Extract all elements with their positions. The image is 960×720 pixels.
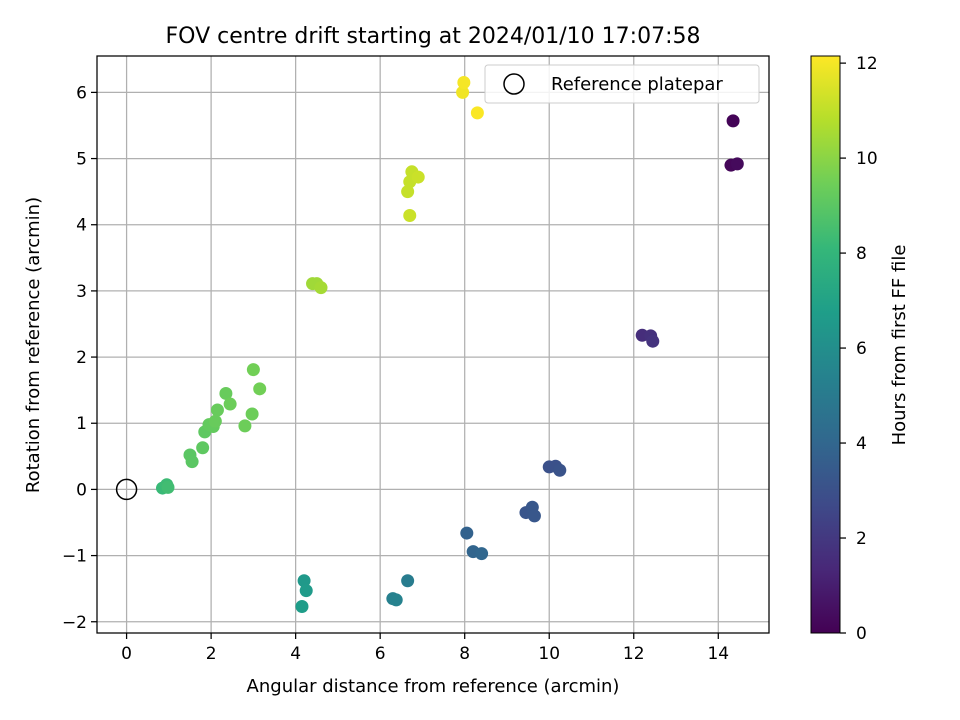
data-point — [196, 441, 210, 455]
x-axis-ticks: 0 2 4 6 8 10 12 14 — [121, 633, 729, 664]
data-point — [208, 414, 222, 428]
data-point — [238, 419, 252, 433]
data-point — [456, 85, 470, 99]
data-point — [460, 526, 474, 540]
y-tick-label: −2 — [62, 613, 87, 633]
data-point — [646, 334, 660, 348]
data-point — [223, 397, 237, 411]
x-tick-label: 4 — [290, 644, 301, 664]
data-point — [314, 281, 328, 295]
data-point — [297, 574, 311, 588]
colorbar: 0 2 4 6 8 10 12 Hours from first FF file — [810, 54, 910, 644]
x-axis-label: Angular distance from reference (arcmin) — [247, 676, 620, 697]
legend-marker-icon — [503, 73, 525, 95]
x-tick-label: 6 — [375, 644, 386, 664]
colorbar-tick-label: 10 — [856, 149, 878, 169]
data-point — [411, 170, 425, 184]
reference-marker — [115, 478, 138, 501]
data-point — [219, 386, 233, 400]
legend-label: Reference platepar — [551, 74, 723, 95]
data-point — [553, 463, 567, 477]
y-axis-ticks: −2 −1 0 1 2 3 4 5 6 — [62, 83, 97, 633]
data-point — [185, 455, 199, 469]
data-point — [295, 600, 309, 614]
x-tick-label: 10 — [538, 644, 560, 664]
data-point — [253, 382, 267, 396]
chart-title: FOV centre drift starting at 2024/01/10 … — [166, 24, 701, 49]
colorbar-tick-label: 4 — [856, 434, 867, 454]
data-point — [527, 509, 541, 523]
plot-frame — [96, 55, 770, 634]
data-point — [401, 185, 415, 199]
colorbar-tick-label: 2 — [856, 529, 867, 549]
y-tick-label: 2 — [76, 348, 87, 368]
data-point — [403, 208, 417, 222]
data-point — [389, 593, 403, 607]
colorbar-ticks: 0 2 4 6 8 10 12 — [840, 54, 878, 644]
data-points — [156, 75, 744, 614]
colorbar-tick-label: 8 — [856, 244, 867, 264]
x-tick-label: 8 — [459, 644, 470, 664]
data-point — [730, 157, 744, 171]
colorbar-label: Hours from first FF file — [889, 245, 910, 446]
data-point — [401, 574, 415, 588]
y-tick-label: 4 — [76, 216, 87, 236]
legend: Reference platepar — [484, 64, 760, 104]
x-tick-label: 2 — [206, 644, 217, 664]
data-point — [210, 403, 224, 417]
grid-lines — [97, 56, 769, 633]
data-point — [475, 547, 489, 561]
y-tick-label: 3 — [76, 282, 87, 302]
data-point — [246, 363, 260, 377]
y-tick-label: 6 — [76, 83, 87, 103]
data-point — [299, 584, 313, 598]
data-point — [161, 480, 175, 494]
data-point — [245, 407, 259, 421]
y-tick-label: 5 — [76, 150, 87, 170]
legend-box — [484, 64, 760, 104]
colorbar-tick-label: 6 — [856, 339, 867, 359]
y-tick-label: −1 — [62, 547, 87, 567]
y-axis-label: Rotation from reference (arcmin) — [23, 197, 44, 493]
colorbar-tick-label: 12 — [856, 54, 878, 74]
y-tick-label: 0 — [76, 480, 87, 500]
colorbar-gradient — [810, 55, 841, 634]
y-tick-label: 1 — [76, 414, 87, 434]
data-point — [470, 106, 484, 120]
x-tick-label: 0 — [121, 644, 132, 664]
x-tick-label: 12 — [623, 644, 645, 664]
colorbar-tick-label: 0 — [856, 624, 867, 644]
data-point — [457, 75, 471, 89]
reference-platepar-point — [115, 478, 138, 501]
data-point — [726, 114, 740, 128]
x-tick-label: 14 — [707, 644, 729, 664]
